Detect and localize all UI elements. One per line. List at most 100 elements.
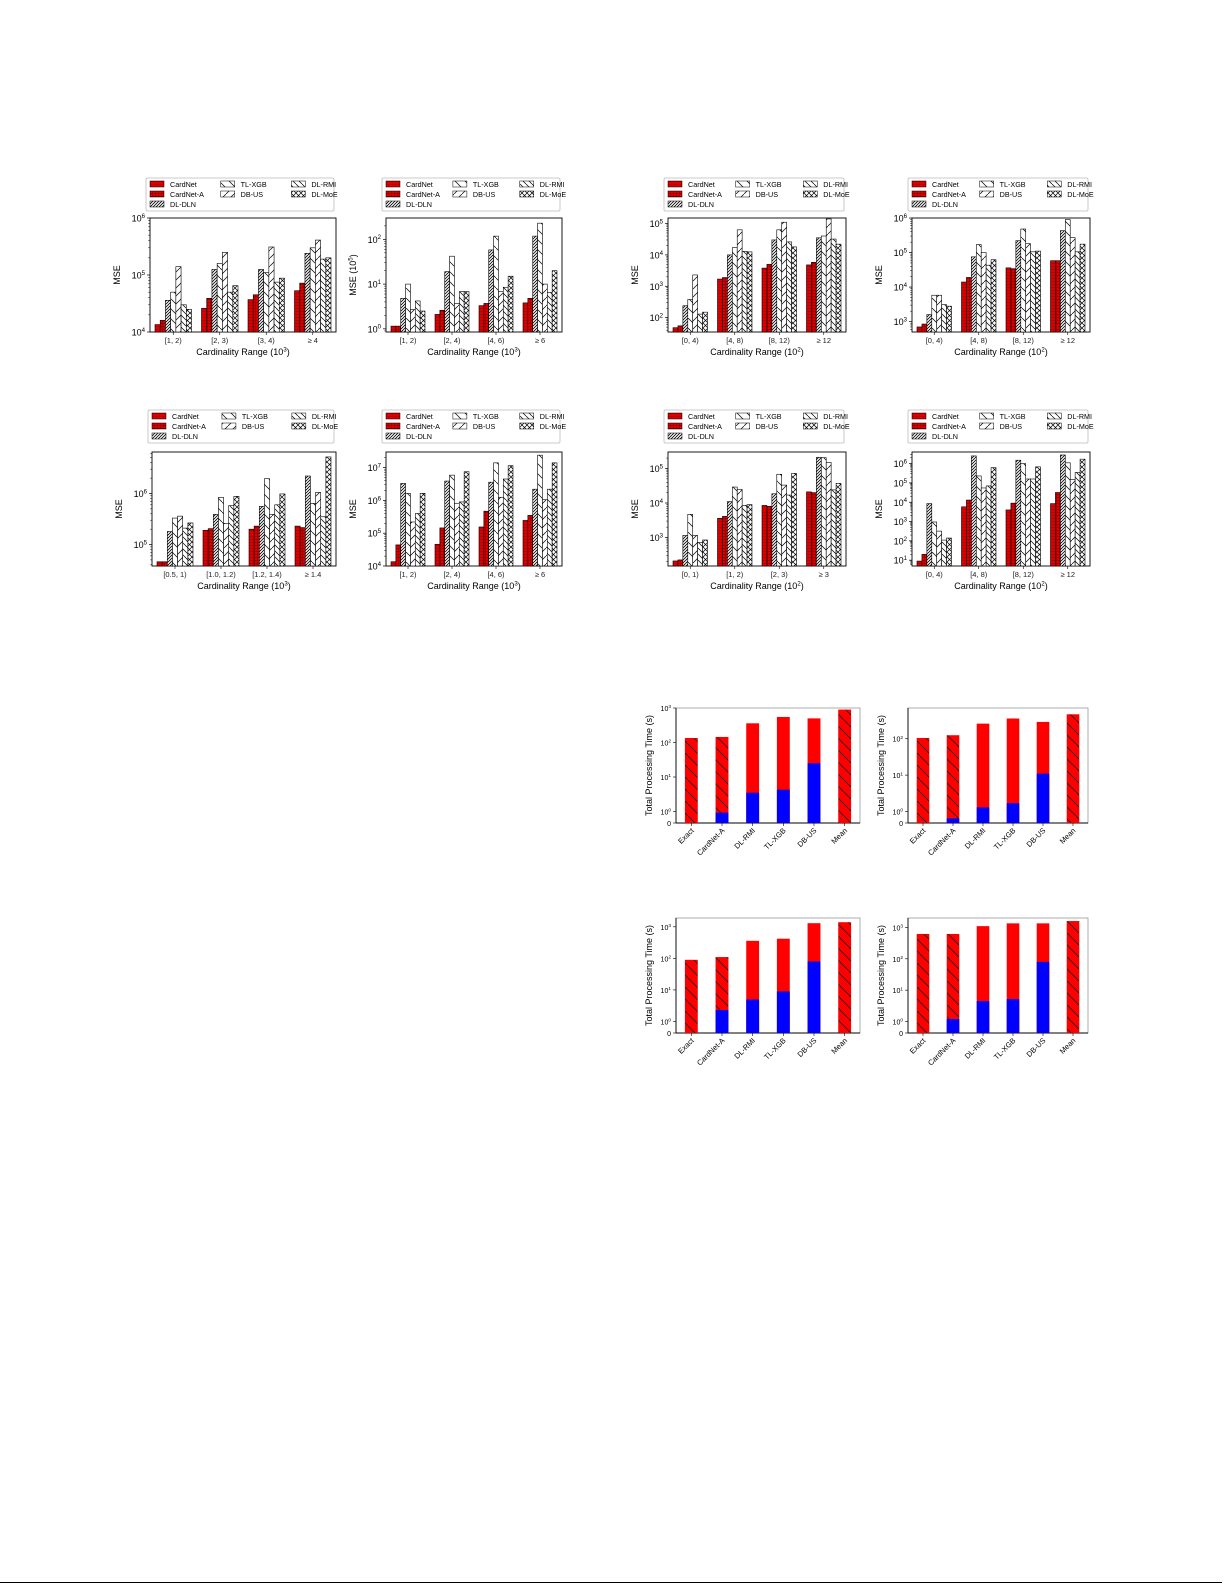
- bar-estimation: [976, 1001, 990, 1033]
- bar: [717, 278, 723, 333]
- bar: [820, 235, 827, 333]
- bar: [717, 518, 723, 567]
- bar: [159, 320, 166, 333]
- bar: [454, 502, 460, 567]
- svg-text:105: 105: [894, 478, 908, 489]
- bar: [551, 462, 558, 567]
- legend-label: TL-XGB: [756, 180, 782, 189]
- svg-text:MSE: MSE: [348, 499, 358, 519]
- bar: [248, 528, 255, 567]
- svg-text:104: 104: [368, 561, 382, 572]
- y-axis-label: Total Processing Time (s): [644, 925, 654, 1026]
- bar: [1060, 230, 1066, 333]
- bar: [522, 520, 529, 567]
- svg-text:102: 102: [661, 955, 672, 964]
- bar: [921, 323, 928, 333]
- bar: [1010, 268, 1017, 333]
- bar: [1035, 466, 1041, 567]
- x-tick-label: [8, 12): [1013, 336, 1035, 345]
- svg-text:103: 103: [650, 532, 664, 543]
- y-axis-label: Total Processing Time (s): [876, 925, 886, 1026]
- bar: [233, 496, 240, 567]
- bar: [212, 514, 219, 567]
- bar: [1074, 251, 1081, 333]
- svg-text:MSE (105): MSE (105): [347, 254, 358, 295]
- mse-chart-6: CardNet CardNet-A DL-DLN TL-XGB DB-US DL-RMI D…: [341, 404, 572, 608]
- bar: [206, 298, 213, 333]
- bar: [1055, 260, 1061, 333]
- bar-estimation: [776, 789, 790, 823]
- bar: [309, 247, 316, 333]
- bar: [946, 305, 952, 333]
- svg-text:MSE: MSE: [874, 265, 884, 285]
- svg-text:101: 101: [661, 773, 672, 782]
- bar: [1025, 478, 1031, 567]
- x-tick-label: [4, 6): [487, 570, 505, 579]
- legend-label: DB-US: [473, 422, 496, 431]
- bar: [185, 309, 192, 333]
- svg-text:Cardinality Range (102): Cardinality Range (102): [954, 346, 1047, 357]
- bar-estimation: [807, 763, 821, 823]
- svg-text:105: 105: [894, 247, 908, 258]
- bar: [187, 522, 194, 567]
- bar: [507, 465, 514, 567]
- bar: [294, 290, 301, 333]
- legend-label: DL-MoE: [540, 190, 567, 199]
- bar: [498, 291, 504, 333]
- bar: [273, 281, 280, 333]
- svg-text:104: 104: [894, 282, 908, 293]
- bar: [921, 554, 928, 567]
- x-tick-label: Mean: [1058, 1036, 1078, 1056]
- legend-label: DL-DLN: [406, 432, 432, 441]
- x-tick-label: DB-US: [1025, 826, 1048, 849]
- x-tick-label: Exact: [676, 825, 696, 845]
- bar: [985, 485, 992, 567]
- svg-text:Cardinality Range (103): Cardinality Range (103): [197, 580, 290, 591]
- x-tick-label: [1.2, 1.4): [252, 570, 282, 579]
- bar: [741, 505, 748, 567]
- bar: [299, 527, 306, 567]
- bar: [478, 526, 485, 567]
- bar: [1030, 251, 1036, 333]
- legend-label: DL-RMI: [540, 412, 565, 421]
- svg-text:106: 106: [132, 213, 146, 224]
- bar: [727, 254, 733, 333]
- svg-text:103: 103: [894, 317, 908, 328]
- x-tick-label: [2, 4): [443, 336, 461, 345]
- bar: [294, 525, 301, 567]
- bar: [390, 325, 397, 333]
- legend-label: DL-DLN: [170, 200, 196, 209]
- x-tick-label: [1.0, 1.2): [206, 570, 236, 579]
- bar: [395, 544, 402, 567]
- bar: [463, 291, 470, 333]
- bar: [931, 294, 938, 333]
- bar: [279, 493, 286, 567]
- x-tick-label: [4, 8): [970, 336, 988, 345]
- bar: [806, 491, 812, 567]
- x-tick-label: DB-US: [796, 826, 819, 849]
- bar: [727, 501, 733, 567]
- bar: [1060, 454, 1066, 567]
- svg-text:MSE: MSE: [630, 499, 640, 519]
- legend-label: TL-XGB: [1000, 180, 1026, 189]
- bar: [390, 561, 397, 567]
- bar: [258, 269, 264, 333]
- legend-label: TL-XGB: [473, 412, 499, 421]
- bar: [463, 471, 470, 567]
- svg-text:105: 105: [132, 270, 146, 281]
- bar: [697, 542, 703, 567]
- svg-text:102: 102: [650, 313, 664, 324]
- svg-text:102: 102: [661, 739, 672, 748]
- bar: [1079, 243, 1086, 333]
- bar: [825, 218, 832, 333]
- bar-total: [916, 737, 930, 823]
- bar: [264, 478, 270, 567]
- legend-label: DL-RMI: [1067, 412, 1092, 421]
- x-tick-label: TL-XGB: [762, 1036, 788, 1062]
- bar: [405, 492, 411, 567]
- bar: [211, 269, 218, 333]
- bar: [722, 277, 728, 333]
- legend-label: DB-US: [756, 422, 779, 431]
- bar: [936, 530, 942, 567]
- bar-total: [1066, 921, 1080, 1033]
